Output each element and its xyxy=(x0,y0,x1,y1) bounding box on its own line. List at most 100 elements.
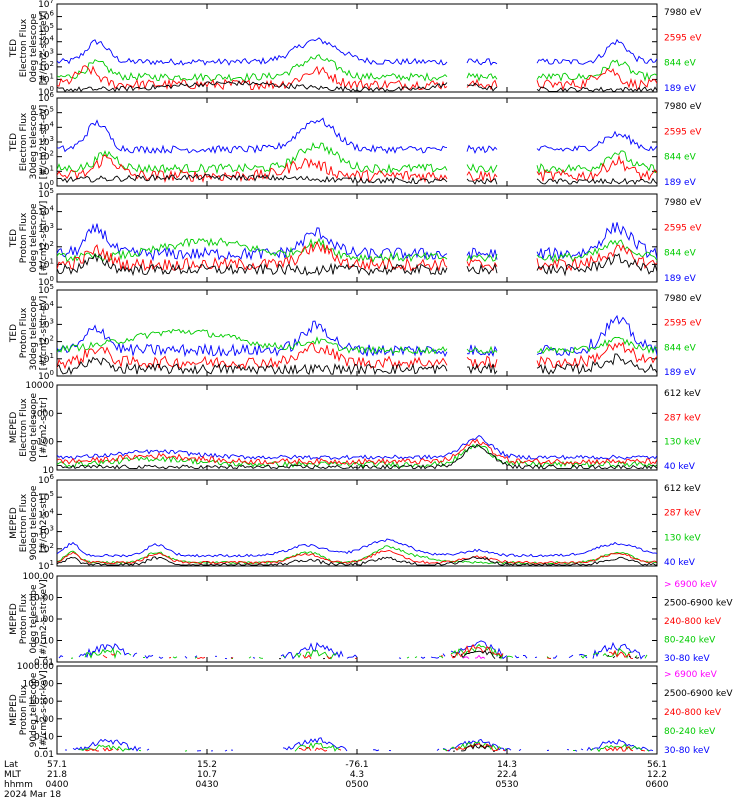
x-tick-label-hhmm: 0400 xyxy=(46,780,69,790)
legend-entry: 844 eV xyxy=(664,249,697,259)
x-axis-row-label: Lat xyxy=(4,760,19,770)
y-tick-label: 106 xyxy=(38,473,54,486)
y-axis-label-line: Electron Flux xyxy=(19,493,29,552)
x-axis-row-label: MLT xyxy=(4,770,22,780)
legend-entry: 189 eV xyxy=(664,368,697,378)
y-axis-label-line: Proton Flux xyxy=(19,593,29,644)
y-tick-label: 101 xyxy=(38,164,54,177)
x-tick-label-hhmm: 0430 xyxy=(196,780,219,790)
legend-entry: 2500-6900 keV xyxy=(664,599,733,609)
y-tick-label: 104 xyxy=(38,507,54,520)
y-tick-label: 10 xyxy=(43,466,55,476)
series-blue xyxy=(57,222,657,262)
y-tick-label: 103 xyxy=(38,135,54,148)
legend-entry: 612 keV xyxy=(664,484,701,494)
plot-frame xyxy=(56,665,658,755)
y-tick-label: 100.00 xyxy=(23,680,55,690)
x-tick-label-mlt: 10.7 xyxy=(197,770,217,780)
y-axis-label-line: TED xyxy=(9,229,19,248)
y-tick-label: 105 xyxy=(38,283,54,296)
y-tick-label: 1.00 xyxy=(34,715,54,725)
series-black xyxy=(57,253,657,277)
plot-area xyxy=(59,641,655,659)
y-axis-label: TED Proton Flux 30deg telescope [#/cm2-s-st… xyxy=(9,295,49,370)
y-axis-label-line: [#/cm2-s-str-keV] xyxy=(39,670,49,749)
y-tick-label: 0.01 xyxy=(34,750,54,760)
y-tick-label: 100 xyxy=(38,179,54,192)
x-axis-row-label: hhmm xyxy=(4,780,33,790)
y-tick-label: 100 xyxy=(38,275,54,288)
y-axis-label-line: TED xyxy=(9,133,19,152)
series-red xyxy=(85,744,655,752)
series-red xyxy=(57,438,657,466)
y-axis-label-line: 0deg telescope xyxy=(29,584,39,654)
y-tick-label: 10.00 xyxy=(28,697,54,707)
plot-area xyxy=(64,737,655,752)
series-magenta xyxy=(462,654,486,660)
y-tick-label: 101 xyxy=(38,559,54,572)
y-tick-label: 105 xyxy=(38,187,54,200)
y-tick-label: 103 xyxy=(38,47,54,60)
y-axis-label-line: MEPED xyxy=(9,694,19,726)
legend-entry: 130 keV xyxy=(664,438,701,448)
legend-entry: 30-80 keV xyxy=(664,654,710,664)
y-tick-label: 0.10 xyxy=(34,732,54,742)
y-axis-label-line: 0deg telescope xyxy=(29,13,39,83)
y-tick-label: 103 xyxy=(38,317,54,330)
legend-entry: 287 keV xyxy=(664,509,701,519)
series-green xyxy=(57,328,657,355)
y-tick-label: 106 xyxy=(38,91,54,104)
x-axis-row-label: 2024 Mar 18 xyxy=(4,790,61,800)
y-axis-label-line: Proton Flux xyxy=(19,307,29,358)
y-axis-label-line: 0deg telescope xyxy=(29,203,39,273)
legend-entry: 7980 eV xyxy=(664,198,702,208)
plot-area xyxy=(57,117,657,186)
legend-entry: > 6900 keV xyxy=(664,580,718,590)
y-tick-label: 107 xyxy=(38,0,54,10)
plot-area xyxy=(57,37,657,92)
legend-entry: 240-800 keV xyxy=(664,617,722,627)
y-axis-label-line: 30deg telescope xyxy=(29,104,39,179)
y-tick-label: 100 xyxy=(38,85,54,98)
panel-meped-e-0: 10 100 1000 10000 MEPED Electron Flux 0deg tel… xyxy=(9,381,701,476)
y-tick-label: 105 xyxy=(38,106,54,119)
x-tick-label-mlt: 12.2 xyxy=(647,770,667,780)
y-axis-label-line: [#/cm2-s-str-eV] xyxy=(39,296,49,371)
y-axis-label-line: [#/cm2-s-str-keV] xyxy=(39,579,49,658)
y-tick-label: 0.01 xyxy=(34,658,54,668)
y-axis-label-line: 30deg telescope xyxy=(29,295,39,370)
y-tick-label: 103 xyxy=(38,525,54,538)
y-axis-label: TED Proton Flux 0deg telescope [#/cm2-s-str… xyxy=(9,201,49,276)
plot-area xyxy=(57,434,657,470)
y-axis-label-line: [#/cm2-s-str-eV] xyxy=(39,11,49,86)
y-axis-label-line: Electron Flux xyxy=(19,18,29,77)
x-tick-label-lat: 15.2 xyxy=(197,760,217,770)
series-blue xyxy=(57,538,657,558)
y-axis-label-line: 0deg telescope xyxy=(29,393,39,463)
series-blue xyxy=(57,117,657,155)
plot-area xyxy=(57,222,657,277)
x-tick-label-mlt: 4.3 xyxy=(350,770,364,780)
y-axis-label: MEPED Proton Flux 0deg telescope [#/cm2-s-s… xyxy=(9,579,49,658)
y-axis-label-line: MEPED xyxy=(9,507,19,539)
legend-entry: 240-800 keV xyxy=(664,708,722,718)
y-tick-label: 101 xyxy=(38,352,54,365)
legend-entry: 189 eV xyxy=(664,274,697,284)
series-green xyxy=(57,237,657,264)
x-tick-label-hhmm: 0530 xyxy=(496,780,519,790)
legend-entry: 80-240 keV xyxy=(664,636,716,646)
y-axis-label-line: MEPED xyxy=(9,603,19,635)
plot-frame xyxy=(56,479,658,567)
y-tick-label: 102 xyxy=(38,335,54,348)
x-tick-label-lat: -76.1 xyxy=(345,760,368,770)
legend-entry: 2500-6900 keV xyxy=(664,689,733,699)
y-tick-label: 0.10 xyxy=(34,637,54,647)
legend-entry: 7980 eV xyxy=(664,8,702,18)
